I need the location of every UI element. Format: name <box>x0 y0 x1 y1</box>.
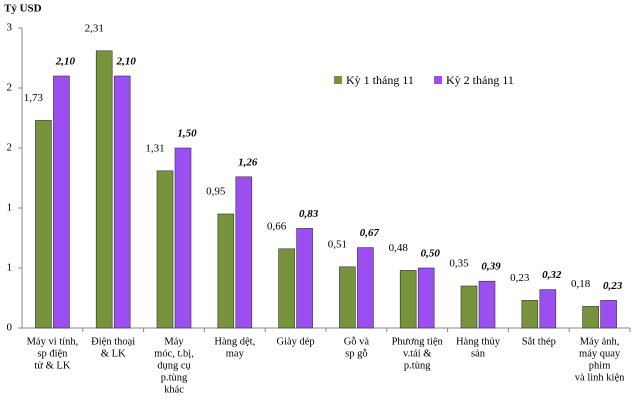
bar <box>156 170 174 329</box>
bar <box>582 306 599 329</box>
x-tick-label: Hàng dệt, <box>214 336 255 347</box>
legend-label: Kỳ 2 tháng 11 <box>446 73 514 87</box>
bar <box>95 50 113 329</box>
bar <box>539 289 557 329</box>
x-tick-label: Điện thoại <box>91 336 135 347</box>
bar <box>357 247 374 329</box>
bar <box>217 213 235 329</box>
x-tick-label: Máy <box>164 336 184 347</box>
x-tick-label: dụng cụ <box>157 360 191 371</box>
value-label: 0,39 <box>481 261 501 273</box>
bar <box>113 75 131 329</box>
y-tick-label: 2 <box>7 82 13 94</box>
value-label: 0,66 <box>267 220 287 232</box>
bar <box>399 270 417 329</box>
bar <box>296 228 313 329</box>
bar <box>174 147 192 329</box>
value-label: 0,51 <box>328 238 347 250</box>
value-label: 0,32 <box>542 269 562 281</box>
x-tick-label: Máy vi tính, <box>27 336 79 347</box>
value-label: 0,83 <box>299 208 319 220</box>
x-tick-label: p.tùng <box>404 360 431 371</box>
y-tick-label: 3 <box>7 22 13 34</box>
legend-label: Kỳ 1 tháng 11 <box>346 73 414 87</box>
value-label: 0,95 <box>206 186 226 198</box>
bar <box>417 267 435 329</box>
x-tick-label: khác <box>164 384 184 395</box>
value-label: 2,31 <box>85 22 104 34</box>
y-tick-label: 2 <box>7 142 13 154</box>
x-tick-label: máy quay <box>579 348 621 359</box>
value-label: 1,31 <box>145 142 164 154</box>
x-tick-label: v.tải & <box>403 348 431 359</box>
x-tick-label: sản <box>471 348 486 359</box>
value-label: 0,50 <box>421 248 441 260</box>
x-tick-label: may <box>226 348 245 359</box>
legend-swatch <box>434 76 442 84</box>
value-label: 0,67 <box>360 227 380 239</box>
value-label: 1,26 <box>238 156 258 168</box>
y-axis-label: Tỷ USD <box>4 3 42 15</box>
x-tick-label: và linh kiện <box>575 372 625 383</box>
bar <box>235 176 253 329</box>
x-tick-label: p.tùng <box>161 372 188 383</box>
bar <box>339 266 356 329</box>
x-tick-label: tử & LK <box>34 360 70 371</box>
x-tick-label: & LK <box>101 348 126 359</box>
bar <box>460 285 478 329</box>
legend-swatch <box>334 76 342 84</box>
value-label: 1,50 <box>177 128 197 140</box>
x-tick-label: Sắt thép <box>522 336 556 347</box>
bar <box>478 280 496 329</box>
x-tick-label: Hàng thủy <box>456 336 501 347</box>
bar <box>53 75 70 329</box>
x-tick-label: sp gỗ <box>345 348 367 359</box>
x-tick-label: phim <box>589 360 611 371</box>
value-label: 0,35 <box>449 258 469 270</box>
x-tick-label: sp điện <box>37 348 68 359</box>
value-label: 0,23 <box>510 272 530 284</box>
y-tick-label: 0 <box>7 322 13 334</box>
bar <box>35 120 52 329</box>
x-tick-label: móc, t.bị, <box>154 348 194 359</box>
value-label: 0,23 <box>603 280 623 292</box>
value-label: 2,10 <box>116 56 137 68</box>
bar <box>521 300 539 329</box>
y-tick-label: 1 <box>7 202 13 214</box>
value-label: 0,48 <box>389 242 409 254</box>
y-tick-label: 1 <box>7 262 13 274</box>
bar <box>278 248 295 329</box>
value-label: 2,10 <box>55 56 76 68</box>
x-tick-label: Máy ảnh, <box>580 336 620 347</box>
x-tick-label: Gỗ và <box>344 336 370 347</box>
bar <box>600 300 617 329</box>
value-label: 0,18 <box>571 278 591 290</box>
value-label: 1,73 <box>24 92 44 104</box>
x-tick-label: Giày dép <box>276 336 314 347</box>
x-tick-label: Phương tiện <box>392 336 444 347</box>
